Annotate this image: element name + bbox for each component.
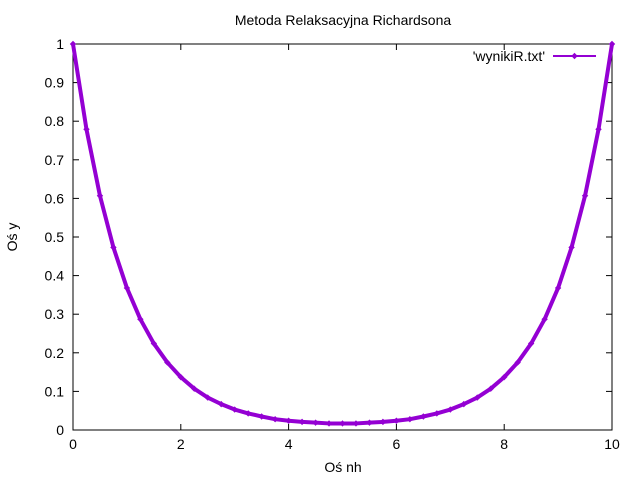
x-tick-label: 0 (69, 436, 77, 452)
data-point (325, 420, 333, 427)
data-point (379, 418, 387, 426)
data-point (298, 418, 306, 426)
chart-title: Metoda Relaksacyjna Richardsona (235, 12, 452, 28)
series-line (71, 43, 614, 426)
x-tick-label: 10 (604, 436, 620, 452)
data-point (406, 415, 414, 423)
data-point (191, 385, 198, 392)
data-point (474, 394, 481, 401)
y-tick-label: 0.4 (45, 268, 65, 284)
data-point (271, 415, 279, 423)
y-axis-ticks: 0 0.1 0.2 0.3 0.4 0.5 0.6 0.7 0.8 0.9 1 (45, 36, 612, 438)
y-tick-label: 1 (56, 36, 64, 52)
y-tick-label: 0.2 (45, 345, 65, 361)
y-tick-label: 0.3 (45, 306, 65, 322)
data-point (581, 192, 589, 199)
data-point (204, 394, 211, 401)
data-point (258, 413, 265, 420)
data-point (137, 316, 144, 323)
y-tick-label: 0.8 (45, 113, 65, 129)
data-point (110, 244, 117, 251)
x-tick-label: 2 (177, 436, 185, 452)
y-tick-label: 0.1 (45, 383, 65, 399)
data-point (500, 373, 508, 381)
data-point (460, 400, 467, 408)
data-point (487, 385, 494, 392)
data-point (285, 417, 292, 424)
data-point (231, 406, 238, 413)
legend-entry-label: 'wynikiR.txt' (473, 48, 545, 64)
data-point (69, 40, 77, 48)
data-point (96, 192, 104, 199)
data-point (177, 373, 185, 381)
y-tick-label: 0 (56, 422, 64, 438)
data-point (244, 410, 252, 417)
data-point (568, 244, 575, 251)
data-point (164, 359, 171, 366)
x-tick-label: 6 (393, 436, 401, 452)
data-point (541, 316, 548, 323)
data-point (312, 419, 319, 426)
y-tick-label: 0.5 (45, 229, 65, 245)
data-point (433, 410, 441, 417)
y-tick-label: 0.9 (45, 75, 65, 91)
data-point (527, 340, 535, 347)
x-axis-ticks: 0 2 4 6 8 10 (69, 44, 620, 452)
data-point (83, 126, 90, 133)
y-axis-label: Oś y (4, 223, 20, 252)
data-point (123, 284, 131, 292)
x-tick-label: 8 (500, 436, 508, 452)
data-point (150, 340, 158, 347)
data-point (447, 406, 454, 413)
plot-border (72, 43, 613, 431)
y-tick-label: 0.7 (45, 152, 65, 168)
data-point (595, 126, 602, 133)
series-group (69, 40, 616, 427)
data-point (608, 40, 616, 48)
x-axis-label: Oś nh (324, 459, 361, 475)
data-point (514, 359, 521, 366)
data-point (339, 420, 346, 427)
legend: 'wynikiR.txt' (473, 48, 596, 64)
data-point (218, 400, 225, 408)
data-point (554, 284, 562, 292)
y-tick-label: 0.6 (45, 190, 65, 206)
data-point (352, 420, 360, 427)
data-point (366, 419, 373, 426)
data-point (420, 413, 427, 420)
legend-marker-sample (571, 52, 578, 60)
data-point (393, 417, 400, 424)
x-tick-label: 4 (285, 436, 293, 452)
